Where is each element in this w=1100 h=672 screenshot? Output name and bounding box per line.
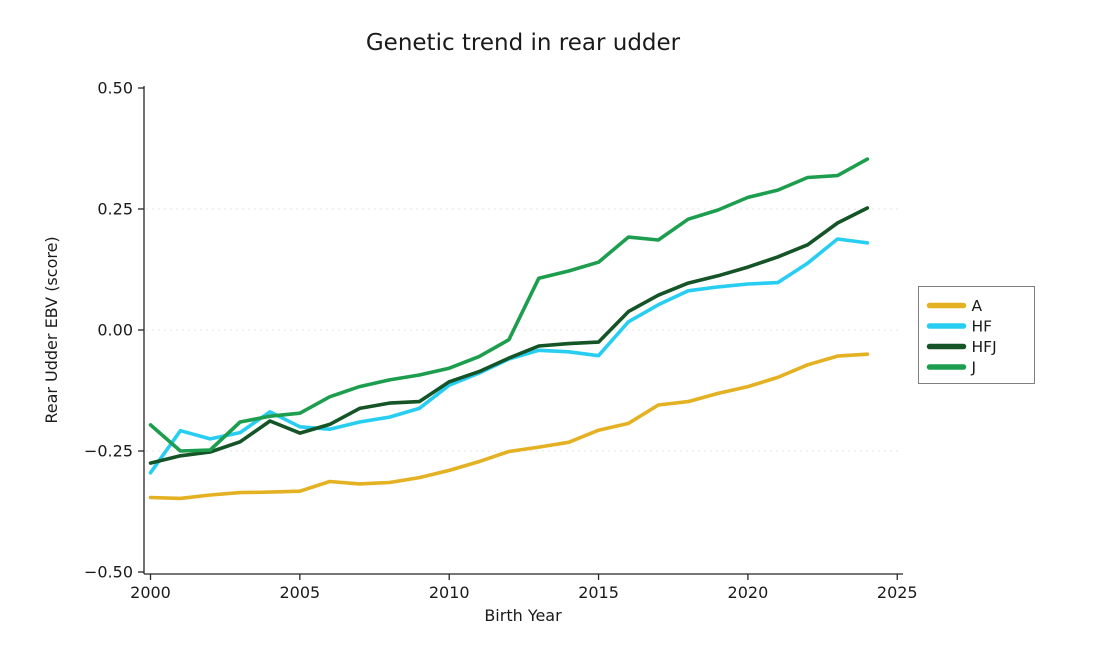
y-tick-label: 0.25 bbox=[97, 200, 133, 219]
x-tick-label: 2005 bbox=[279, 583, 320, 602]
y-tick-label: 0.50 bbox=[97, 79, 133, 98]
x-tick-label: 2000 bbox=[130, 583, 171, 602]
legend-item-A: A bbox=[926, 297, 983, 315]
gridlines bbox=[146, 208, 901, 452]
x-tick-label: 2025 bbox=[877, 583, 918, 602]
series-line-J bbox=[148, 157, 870, 453]
legend-label-HF: HF bbox=[972, 318, 993, 336]
y-axis-label: Rear Udder EBV (score) bbox=[42, 236, 61, 423]
x-tick-label: 2020 bbox=[728, 583, 769, 602]
legend-item-J: J bbox=[926, 359, 977, 377]
series-line-A bbox=[148, 352, 870, 501]
legend-label-J: J bbox=[971, 359, 977, 377]
y-tick-label: 0.00 bbox=[97, 321, 133, 340]
series-line-HF bbox=[148, 237, 870, 475]
x-tick-label: 2010 bbox=[429, 583, 470, 602]
chart-title: Genetic trend in rear udder bbox=[366, 30, 681, 56]
legend: A HF HFJ J bbox=[918, 286, 1035, 384]
series-lines bbox=[148, 157, 870, 501]
legend-label-HFJ: HFJ bbox=[972, 338, 997, 356]
legend-label-A: A bbox=[972, 297, 983, 315]
x-tick-label: 2015 bbox=[578, 583, 619, 602]
series-line-HFJ bbox=[148, 206, 870, 465]
y-tick-label: −0.50 bbox=[84, 563, 133, 582]
x-axis-label: Birth Year bbox=[484, 606, 562, 625]
y-tick-label: −0.25 bbox=[84, 442, 133, 461]
legend-item-HF: HF bbox=[926, 318, 993, 336]
legend-item-HFJ: HFJ bbox=[926, 338, 997, 356]
